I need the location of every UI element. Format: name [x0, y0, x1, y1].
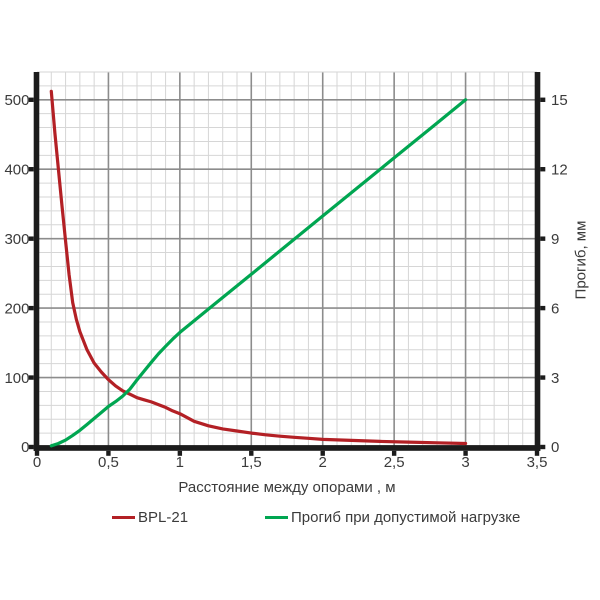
svg-text:3: 3 — [461, 454, 469, 471]
svg-text:300: 300 — [4, 231, 29, 248]
svg-text:0: 0 — [33, 454, 41, 471]
svg-text:15: 15 — [551, 92, 568, 109]
svg-text:1,5: 1,5 — [241, 454, 262, 471]
svg-text:3: 3 — [551, 370, 559, 387]
svg-text:500: 500 — [4, 92, 29, 109]
x-axis-title: Расстояние между опорами , м — [178, 479, 396, 496]
right-axis-title: Прогиб, мм — [572, 220, 590, 300]
grid-major — [37, 71, 537, 447]
svg-text:12: 12 — [551, 161, 568, 178]
axis-ticks — [28, 97, 546, 456]
svg-text:0: 0 — [21, 439, 29, 456]
svg-text:3,5: 3,5 — [527, 454, 548, 471]
svg-text:1: 1 — [176, 454, 184, 471]
svg-text:0,5: 0,5 — [98, 454, 119, 471]
svg-text:9: 9 — [551, 231, 559, 248]
svg-text:200: 200 — [4, 300, 29, 317]
series-deflection — [49, 98, 468, 448]
svg-text:2: 2 — [319, 454, 327, 471]
svg-text:6: 6 — [551, 300, 559, 317]
left-tick-labels: 0 100 200 300 400 500 — [4, 92, 29, 456]
axes — [33, 72, 541, 451]
svg-text:0: 0 — [551, 439, 559, 456]
svg-text:400: 400 — [4, 161, 29, 178]
grid-minor — [37, 71, 537, 447]
x-tick-labels: 0 0,5 1 1,5 2 2,5 3 3,5 — [33, 454, 548, 471]
svg-text:100: 100 — [4, 370, 29, 387]
svg-text:2,5: 2,5 — [384, 454, 405, 471]
right-tick-labels: 0 3 6 9 12 15 — [551, 92, 568, 456]
series-bpl-21 — [49, 89, 468, 446]
